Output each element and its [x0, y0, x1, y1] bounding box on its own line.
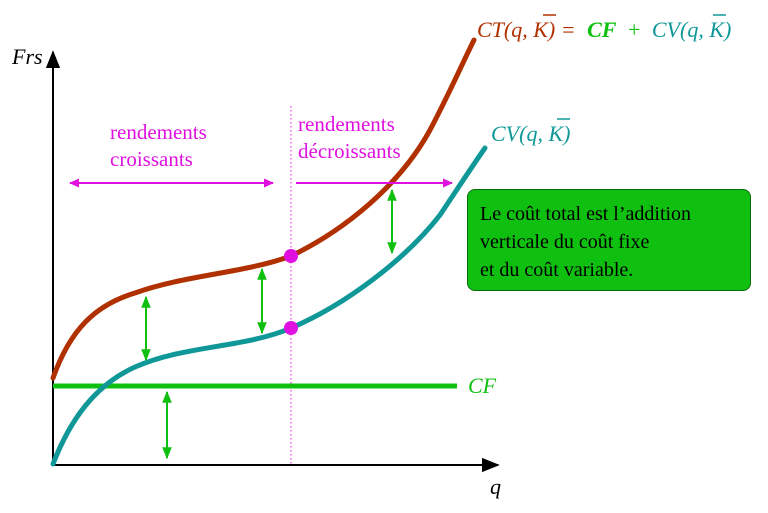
note-line-1: Le coût total est l’addition — [480, 203, 692, 225]
rendements-decroissants-line2: décroissants — [298, 139, 401, 163]
rendements-croissants-line1: rendements — [110, 120, 207, 144]
ct-curve — [50, 37, 477, 381]
ct-formula-plus: + — [628, 17, 640, 42]
ct-inflection-point — [284, 249, 298, 263]
explanation-note: Le coût total est l’addition verticale d… — [467, 189, 751, 291]
rendements-croissants-line2: croissants — [110, 147, 193, 171]
rendements-decroissants-line1: rendements — [298, 112, 395, 136]
x-axis-label: q — [490, 474, 501, 499]
ct-formula-ct: CT(q, K) = — [477, 17, 576, 42]
y-axis-label: Frs — [11, 44, 43, 69]
ct-formula-cv: CV(q, K) — [652, 17, 731, 42]
note-line-2: verticale du coût fixe — [480, 231, 650, 253]
cv-curve — [50, 145, 488, 467]
cv-curve-label: CV(q, K) — [491, 121, 570, 146]
ct-formula-label: CT(q, K) = CF + CV(q, K) — [477, 17, 731, 42]
cf-line-label: CF — [468, 373, 497, 398]
cv-inflection-point — [284, 321, 298, 335]
ct-formula-cf: CF — [587, 17, 617, 42]
note-line-3: et du coût variable. — [480, 259, 634, 281]
